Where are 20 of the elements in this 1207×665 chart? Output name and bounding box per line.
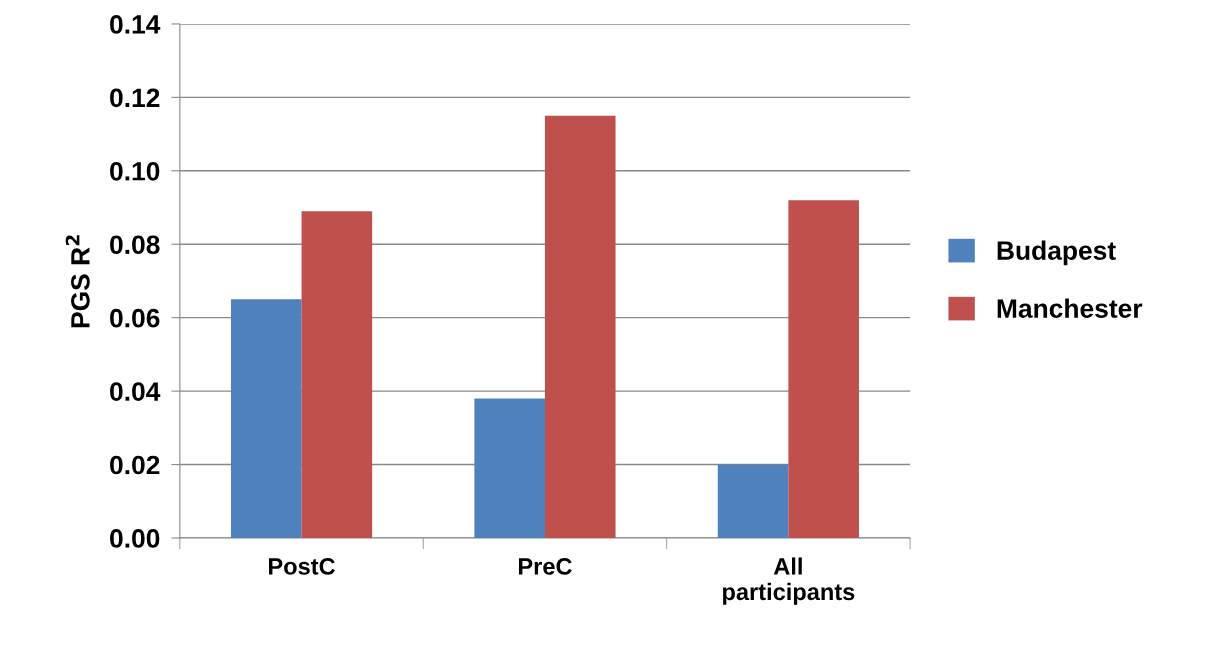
bar — [717, 464, 789, 538]
y-tick-label: 0.08 — [110, 235, 160, 255]
bar — [788, 200, 859, 538]
legend-label: Manchester — [997, 298, 1143, 318]
y-axis-title: PGS R$^{2}$ — [65, 235, 90, 328]
y-tick-label: 0.00 — [110, 529, 160, 548]
legend-label: Budapest — [997, 240, 1116, 266]
y-tick-label: 0.04 — [110, 382, 161, 401]
y-tick-label: 0.14 — [110, 15, 161, 34]
y-tick-label: 0.12 — [110, 88, 160, 108]
bar — [474, 398, 545, 538]
x-tick-label: PostC — [269, 558, 336, 575]
bar — [230, 299, 302, 538]
x-tick-label: PreC — [518, 558, 572, 575]
bar — [544, 115, 616, 538]
y-tick-label: 0.02 — [110, 455, 160, 475]
x-tick-label: All participants — [723, 557, 855, 605]
bar — [301, 211, 373, 538]
y-tick-label: 0.06 — [110, 308, 160, 328]
y-tick-label: 0.10 — [110, 161, 160, 181]
